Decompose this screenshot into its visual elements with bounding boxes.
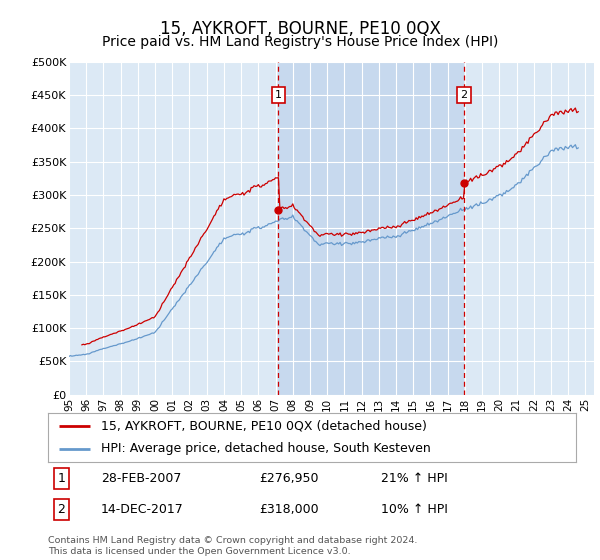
Text: 1: 1 bbox=[275, 90, 282, 100]
Text: 1: 1 bbox=[57, 472, 65, 485]
Text: 10% ↑ HPI: 10% ↑ HPI bbox=[380, 503, 448, 516]
Text: Price paid vs. HM Land Registry's House Price Index (HPI): Price paid vs. HM Land Registry's House … bbox=[102, 35, 498, 49]
Bar bbox=[278, 62, 464, 395]
Text: 14-DEC-2017: 14-DEC-2017 bbox=[101, 503, 184, 516]
Text: £276,950: £276,950 bbox=[259, 472, 319, 485]
Text: HPI: Average price, detached house, South Kesteven: HPI: Average price, detached house, Sout… bbox=[101, 442, 431, 455]
Text: 2: 2 bbox=[461, 90, 468, 100]
Text: 15, AYKROFT, BOURNE, PE10 0QX: 15, AYKROFT, BOURNE, PE10 0QX bbox=[160, 20, 440, 38]
Text: 15, AYKROFT, BOURNE, PE10 0QX (detached house): 15, AYKROFT, BOURNE, PE10 0QX (detached … bbox=[101, 419, 427, 432]
Text: 2: 2 bbox=[57, 503, 65, 516]
Text: 28-FEB-2007: 28-FEB-2007 bbox=[101, 472, 181, 485]
Text: £318,000: £318,000 bbox=[259, 503, 319, 516]
Text: Contains HM Land Registry data © Crown copyright and database right 2024.
This d: Contains HM Land Registry data © Crown c… bbox=[48, 536, 418, 556]
Text: 21% ↑ HPI: 21% ↑ HPI bbox=[380, 472, 448, 485]
